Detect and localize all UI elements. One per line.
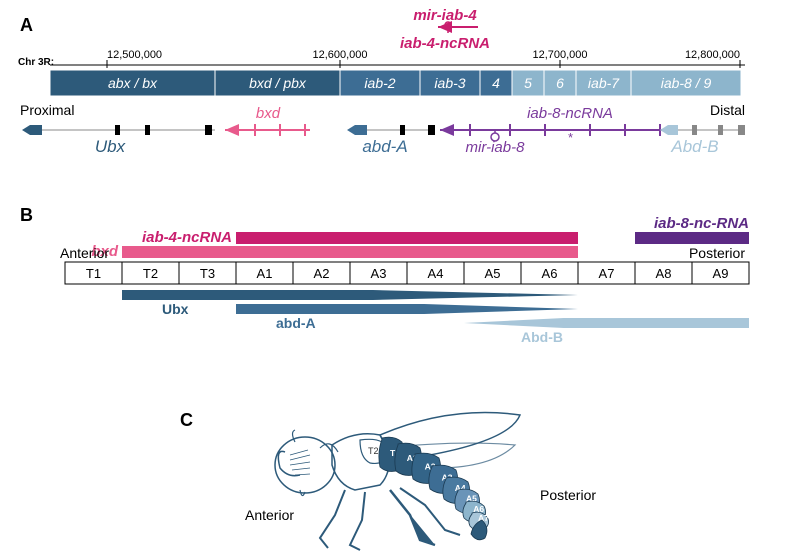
svg-text:abd-A: abd-A — [276, 315, 316, 331]
svg-text:A6: A6 — [542, 266, 558, 281]
svg-text:12,700,000: 12,700,000 — [532, 49, 587, 61]
proximal-label: Proximal — [20, 102, 74, 118]
svg-text:T2: T2 — [368, 446, 379, 456]
svg-text:A5: A5 — [485, 266, 501, 281]
svg-text:12,800,000: 12,800,000 — [685, 49, 740, 61]
svg-text:iab-8-nc-RNA: iab-8-nc-RNA — [654, 215, 749, 232]
posterior-c: Posterior — [540, 487, 596, 503]
chr-label: Chr 3R: — [18, 57, 54, 68]
fly-illustration: T2 T3A1A2A3A4A5A6A7 — [275, 413, 520, 551]
svg-text:T3: T3 — [200, 266, 215, 281]
svg-text:5: 5 — [524, 75, 532, 91]
mir-iab8-label: mir-iab-8 — [466, 139, 526, 156]
iab4-ncrna-label: iab-4-ncRNA — [400, 35, 490, 52]
svg-text:12,500,000: 12,500,000 — [107, 49, 162, 61]
abdb-gene-label: Abd-B — [670, 137, 718, 156]
svg-text:A3: A3 — [371, 266, 387, 281]
svg-text:abx / bx: abx / bx — [108, 75, 158, 91]
svg-text:T1: T1 — [86, 266, 101, 281]
abda-gene-label: abd-A — [362, 137, 407, 156]
svg-text:iab-7: iab-7 — [588, 75, 620, 91]
svg-text:Abd-B: Abd-B — [521, 329, 563, 345]
ubx-gene-label: Ubx — [95, 137, 126, 156]
mir-iab4-label: mir-iab-4 — [413, 7, 477, 24]
svg-text:A9: A9 — [713, 266, 729, 281]
svg-text:iab-4-ncRNA: iab-4-ncRNA — [142, 229, 232, 246]
svg-text:*: * — [568, 130, 573, 145]
svg-text:A2: A2 — [314, 266, 330, 281]
svg-text:bxd / pbx: bxd / pbx — [249, 75, 307, 91]
svg-text:6: 6 — [556, 75, 564, 91]
posterior-b: Posterior — [689, 245, 745, 261]
svg-text:iab-2: iab-2 — [364, 75, 395, 91]
svg-text:4: 4 — [492, 75, 500, 91]
svg-text:Ubx: Ubx — [162, 301, 189, 317]
svg-text:12,600,000: 12,600,000 — [312, 49, 367, 61]
svg-text:iab-3: iab-3 — [434, 75, 465, 91]
anterior-b: Anterior — [60, 245, 109, 261]
svg-text:T2: T2 — [143, 266, 158, 281]
svg-text:A4: A4 — [428, 266, 444, 281]
diagram-svg: mir-iab-4 iab-4-ncRNA Chr 3R: 12,500,000… — [0, 0, 800, 560]
distal-label: Distal — [710, 102, 745, 118]
iab8-ncrna-label: iab-8-ncRNA — [527, 105, 613, 122]
anterior-c: Anterior — [245, 507, 294, 523]
svg-text:iab-8 / 9: iab-8 / 9 — [661, 75, 712, 91]
svg-text:A8: A8 — [656, 266, 672, 281]
bxd-gene-label: bxd — [256, 105, 281, 122]
svg-text:A7: A7 — [599, 266, 615, 281]
svg-text:A1: A1 — [257, 266, 273, 281]
